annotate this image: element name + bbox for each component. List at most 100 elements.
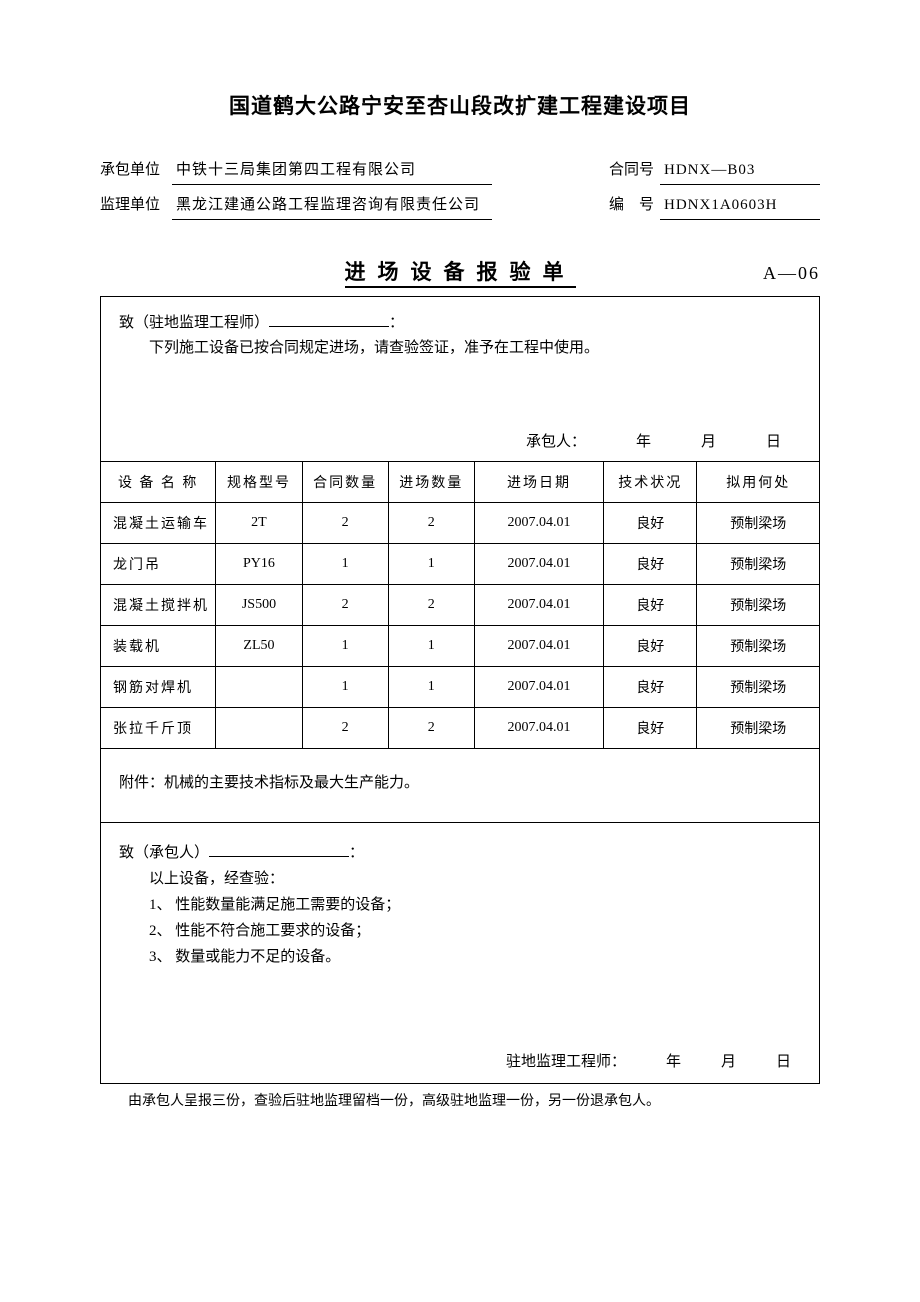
bottom-month: 月 — [721, 1050, 736, 1071]
blank-field — [269, 312, 389, 327]
header-contractor-row: 承包单位 中铁十三局集团第四工程有限公司 合同号 HDNX—B03 — [100, 156, 820, 185]
check-line1: 1、 性能数量能满足施工需要的设备； — [119, 892, 801, 918]
th-name: 设 备 名 称 — [101, 462, 216, 503]
table-cell: 1 — [302, 667, 388, 708]
table-cell: 1 — [302, 544, 388, 585]
table-row: 张拉千斤顶222007.04.01良好预制梁场 — [101, 708, 819, 749]
table-row: 钢筋对焊机112007.04.01良好预制梁场 — [101, 667, 819, 708]
section-bottom: 致（承包人） ： 以上设备，经查验： 1、 性能数量能满足施工需要的设备； 2、 … — [101, 823, 819, 1083]
table-cell: 2007.04.01 — [474, 667, 603, 708]
check-line2: 2、 性能不符合施工要求的设备； — [119, 918, 801, 944]
table-cell: 2 — [302, 503, 388, 544]
table-cell: 1 — [388, 544, 474, 585]
sign-label: 承包人： — [526, 430, 586, 451]
top-body: 下列施工设备已按合同规定进场，请查验签证，准予在工程中使用。 — [119, 336, 801, 360]
top-sign-row: 承包人： 年 月 日 — [119, 430, 801, 451]
table-cell: 预制梁场 — [697, 585, 819, 626]
footer-note: 由承包人呈报三份，查验后驻地监理留档一份，高级驻地监理一份，另一份退承包人。 — [100, 1090, 820, 1110]
table-cell — [216, 667, 302, 708]
table-cell: 2007.04.01 — [474, 503, 603, 544]
table-cell: 2007.04.01 — [474, 626, 603, 667]
year-label: 年 — [636, 430, 651, 451]
th-tech: 技术状况 — [604, 462, 697, 503]
table-header-row: 设 备 名 称 规格型号 合同数量 进场数量 进场日期 技术状况 拟用何处 — [101, 462, 819, 503]
table-cell: 良好 — [604, 708, 697, 749]
table-cell: 2 — [388, 585, 474, 626]
table-cell: 预制梁场 — [697, 667, 819, 708]
table-row: 装载机ZL50112007.04.01良好预制梁场 — [101, 626, 819, 667]
blank-field — [209, 842, 349, 857]
table-cell: 2007.04.01 — [474, 585, 603, 626]
bottom-sign-row: 驻地监理工程师： 年 月 日 — [119, 1050, 801, 1071]
th-aqty: 进场数量 — [388, 462, 474, 503]
bottom-day: 日 — [776, 1050, 791, 1071]
table-row: 混凝土运输车2T222007.04.01良好预制梁场 — [101, 503, 819, 544]
table-cell: 良好 — [604, 626, 697, 667]
check-list: 以上设备，经查验： 1、 性能数量能满足施工需要的设备； 2、 性能不符合施工要… — [119, 866, 801, 970]
table-cell: 龙门吊 — [101, 544, 216, 585]
day-label: 日 — [766, 430, 781, 451]
table-cell: 良好 — [604, 503, 697, 544]
contractor-label: 承包单位 — [100, 156, 160, 185]
supervisor-value: 黑龙江建通公路工程监理咨询有限责任公司 — [172, 191, 492, 220]
serial-value: HDNX1A0603H — [660, 191, 820, 220]
bottom-to-suffix: ： — [349, 845, 364, 861]
equipment-table: 设 备 名 称 规格型号 合同数量 进场数量 进场日期 技术状况 拟用何处 混凝… — [101, 462, 819, 749]
table-cell — [216, 708, 302, 749]
table-cell: PY16 — [216, 544, 302, 585]
th-use: 拟用何处 — [697, 462, 819, 503]
table-cell: 预制梁场 — [697, 626, 819, 667]
table-cell: 2007.04.01 — [474, 708, 603, 749]
table-cell: 2T — [216, 503, 302, 544]
table-cell: 良好 — [604, 667, 697, 708]
bottom-sign-label: 驻地监理工程师： — [506, 1050, 626, 1071]
table-cell: 预制梁场 — [697, 544, 819, 585]
page-title: 国道鹤大公路宁安至杏山段改扩建工程建设项目 — [100, 90, 820, 120]
table-cell: 1 — [388, 626, 474, 667]
check-line3: 3、 数量或能力不足的设备。 — [119, 944, 801, 970]
table-row: 混凝土搅拌机JS500222007.04.01良好预制梁场 — [101, 585, 819, 626]
to-prefix: 致（驻地监理工程师） — [119, 315, 269, 331]
table-cell: 张拉千斤顶 — [101, 708, 216, 749]
table-cell: 良好 — [604, 585, 697, 626]
month-label: 月 — [701, 430, 716, 451]
th-cqty: 合同数量 — [302, 462, 388, 503]
to-supervisor-line: 致（驻地监理工程师） ： — [119, 311, 801, 332]
table-cell: 装载机 — [101, 626, 216, 667]
table-cell: 1 — [388, 667, 474, 708]
contract-no-label: 合同号 — [609, 156, 654, 185]
table-cell: JS500 — [216, 585, 302, 626]
table-row: 龙门吊PY16112007.04.01良好预制梁场 — [101, 544, 819, 585]
contractor-value: 中铁十三局集团第四工程有限公司 — [172, 156, 492, 185]
to-suffix: ： — [389, 315, 404, 331]
serial-label: 编 号 — [609, 191, 654, 220]
table-cell: 预制梁场 — [697, 708, 819, 749]
table-cell: 良好 — [604, 544, 697, 585]
table-cell: 1 — [302, 626, 388, 667]
table-cell: 2 — [388, 708, 474, 749]
to-contractor-line: 致（承包人） ： — [119, 841, 801, 862]
table-cell: 2 — [302, 585, 388, 626]
table-cell: 2007.04.01 — [474, 544, 603, 585]
subtitle-row: 进场设备报验单 A—06 — [100, 256, 820, 286]
section-top: 致（驻地监理工程师） ： 下列施工设备已按合同规定进场，请查验签证，准予在工程中使… — [101, 297, 819, 462]
bottom-to-prefix: 致（承包人） — [119, 845, 209, 861]
form-code: A—06 — [720, 263, 820, 284]
table-cell: 混凝土搅拌机 — [101, 585, 216, 626]
subtitle: 进场设备报验单 — [200, 256, 720, 286]
form-box: 致（驻地监理工程师） ： 下列施工设备已按合同规定进场，请查验签证，准予在工程中使… — [100, 296, 820, 1084]
table-cell: 预制梁场 — [697, 503, 819, 544]
th-date: 进场日期 — [474, 462, 603, 503]
th-spec: 规格型号 — [216, 462, 302, 503]
bottom-year: 年 — [666, 1050, 681, 1071]
header-supervisor-row: 监理单位 黑龙江建通公路工程监理咨询有限责任公司 编 号 HDNX1A0603H — [100, 191, 820, 220]
table-cell: 2 — [388, 503, 474, 544]
check-line0: 以上设备，经查验： — [119, 866, 801, 892]
table-cell: 混凝土运输车 — [101, 503, 216, 544]
supervisor-label: 监理单位 — [100, 191, 160, 220]
attachment-text: 附件：机械的主要技术指标及最大生产能力。 — [119, 775, 419, 791]
table-cell: 钢筋对焊机 — [101, 667, 216, 708]
table-cell: ZL50 — [216, 626, 302, 667]
contract-no-value: HDNX—B03 — [660, 156, 820, 185]
attachment-section: 附件：机械的主要技术指标及最大生产能力。 — [101, 749, 819, 823]
